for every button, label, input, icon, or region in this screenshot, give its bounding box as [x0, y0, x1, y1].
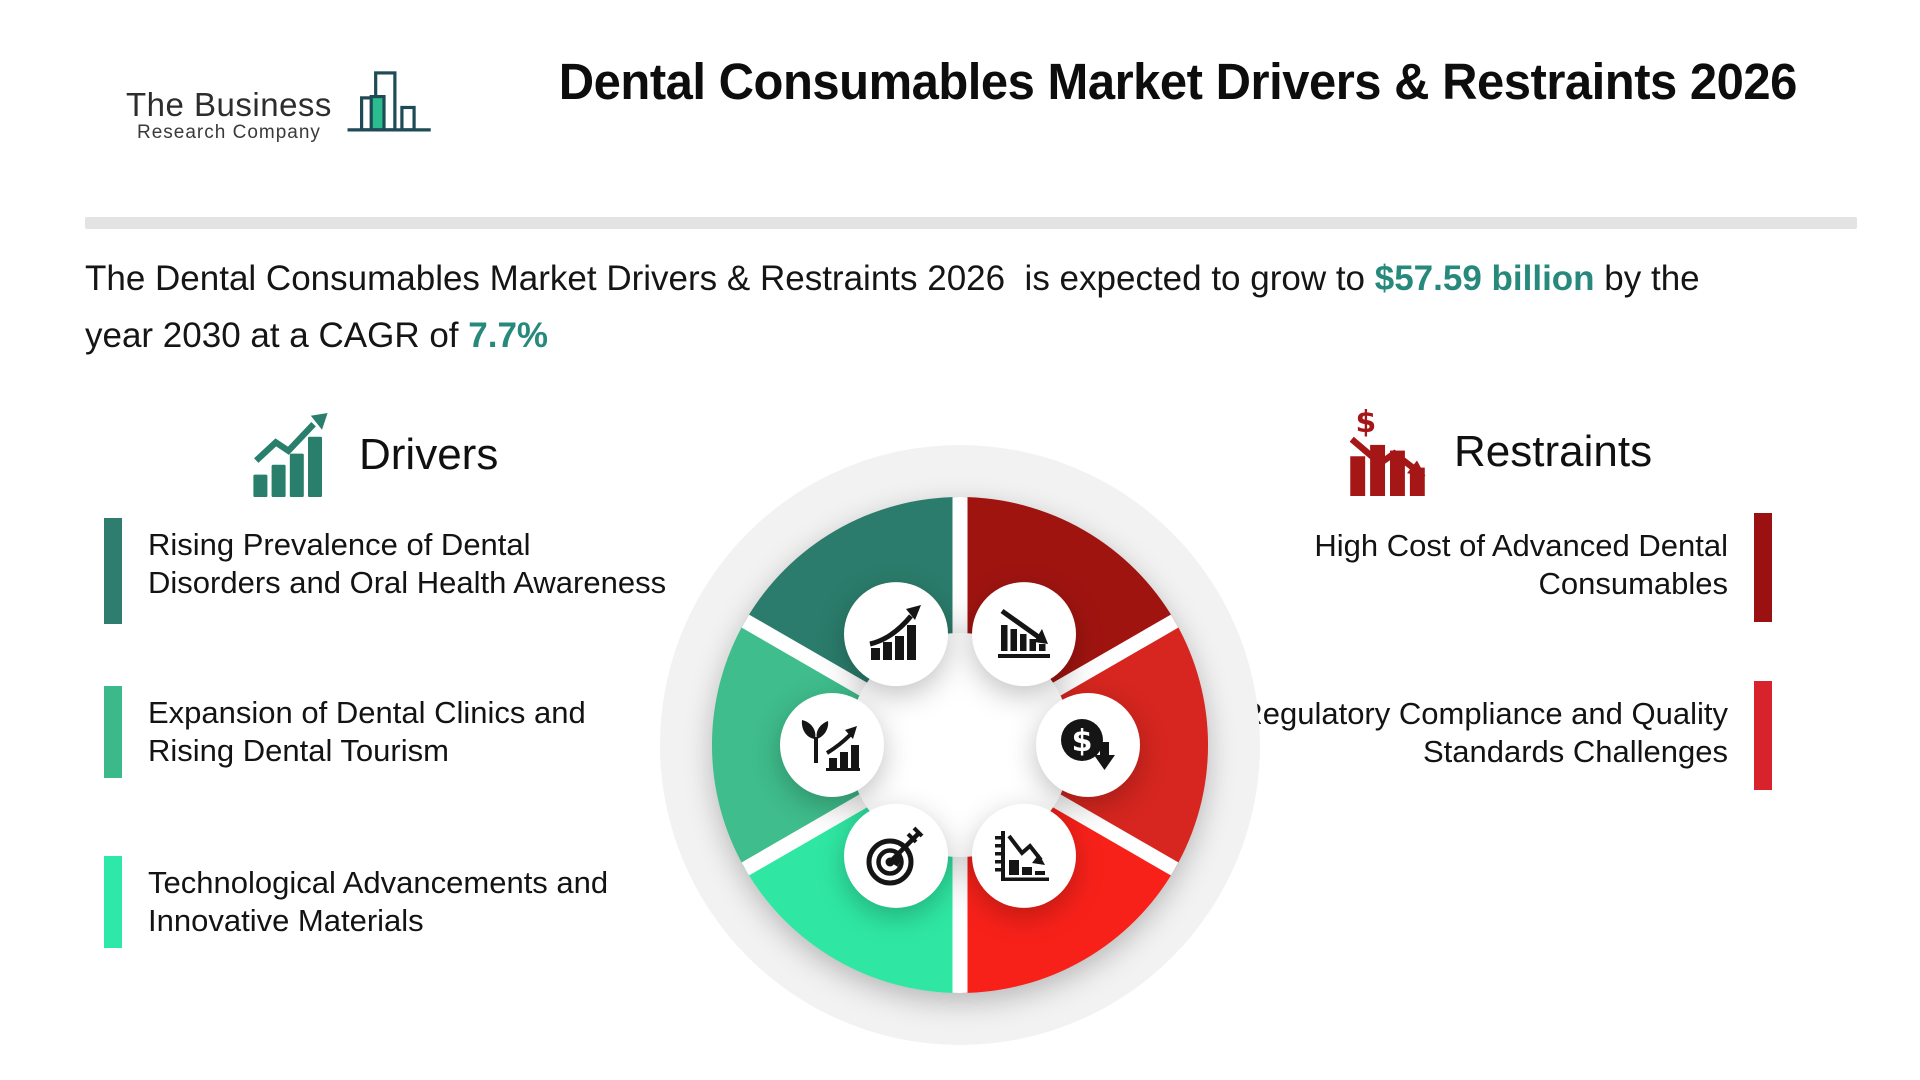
logo-wordmark: The Business Research Company — [126, 88, 332, 152]
restraint-accent-bar — [1754, 681, 1772, 790]
summary-growth-value: $57.59 billion — [1374, 259, 1595, 298]
driver-text: Expansion of Dental Clinics and Rising D… — [148, 695, 586, 768]
dollar-decrease-icon: $ — [1061, 719, 1115, 770]
driver-text: Rising Prevalence of Dental Disorders an… — [148, 527, 667, 600]
driver-item: Rising Prevalence of Dental Disorders an… — [104, 518, 666, 624]
sprout-growth-icon-circle — [780, 693, 884, 797]
driver-accent-bar — [104, 686, 122, 778]
summary-text-middle: by the — [1594, 259, 1700, 298]
driver-item: Technological Advancements and Innovativ… — [104, 856, 608, 948]
drivers-heading-label: Drivers — [359, 430, 499, 479]
declining-bars-dollar-icon: $ — [1350, 408, 1426, 496]
growth-bars-arrow-icon — [253, 413, 328, 497]
restraint-text: Regulatory Compliance and Quality Standa… — [1240, 696, 1728, 769]
declining-line-icon-circle — [972, 803, 1076, 908]
restraint-item: Regulatory Compliance and Quality Standa… — [1240, 681, 1772, 790]
wheel-center-circle — [848, 633, 1072, 857]
logo-subname: Research Company — [137, 122, 321, 143]
growth-chart-icon — [869, 605, 921, 660]
sprout-growth-icon — [801, 720, 860, 771]
driver-accent-bar — [104, 856, 122, 948]
target-dart-icon — [866, 826, 924, 886]
logo-name: The Business — [126, 86, 332, 123]
header-divider — [85, 217, 1857, 229]
restraints-heading-label: Restraints — [1454, 427, 1653, 476]
restraint-item: High Cost of Advanced Dental Consumables — [1314, 513, 1772, 622]
summary-cagr-value: 7.7% — [468, 316, 549, 355]
driver-item: Expansion of Dental Clinics and Rising D… — [104, 686, 586, 778]
summary-text: The Dental Consumables Market Drivers & … — [85, 259, 1375, 298]
summary-text-line2: year 2030 at a CAGR of — [85, 316, 469, 355]
svg-text:$: $ — [1356, 408, 1377, 440]
market-wheel: $ — [660, 445, 1260, 1045]
restraint-accent-bar — [1754, 513, 1772, 622]
restraint-text: High Cost of Advanced Dental Consumables — [1314, 528, 1728, 601]
driver-accent-bar — [104, 518, 122, 624]
declining-line-icon — [995, 831, 1049, 881]
svg-text:$: $ — [1072, 724, 1093, 759]
drivers-heading: Drivers — [253, 413, 498, 497]
page-title: Dental Consumables Market Drivers & Rest… — [558, 53, 1798, 110]
restraints-heading: $ Restraints — [1350, 408, 1652, 496]
logo: The Business Research Company — [126, 54, 432, 152]
market-summary: The Dental Consumables Market Drivers & … — [85, 250, 1895, 364]
declining-bars-icon — [998, 608, 1050, 658]
logo-bars-icon — [347, 71, 431, 132]
driver-text: Technological Advancements and Innovativ… — [148, 865, 609, 938]
